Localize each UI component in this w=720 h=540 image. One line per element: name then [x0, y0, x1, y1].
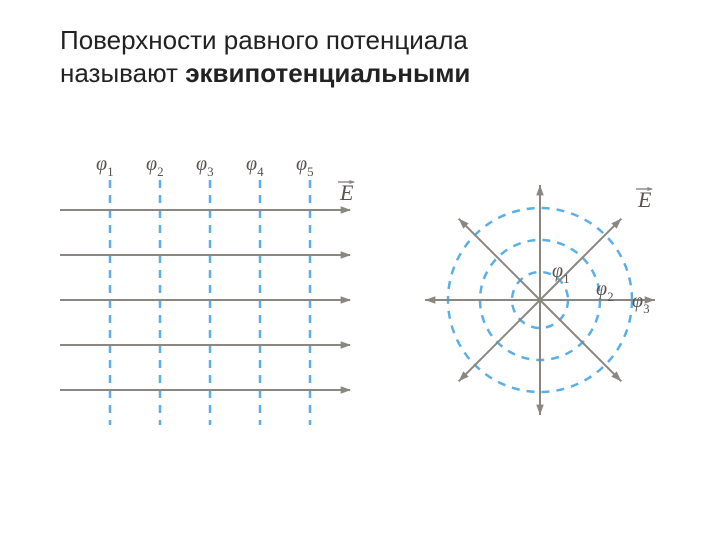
title-line2-plain: называют [60, 58, 185, 88]
phi-label: φ3 [632, 290, 650, 316]
title-line1: Поверхности равного потенциала [60, 25, 468, 55]
center-point [538, 298, 542, 302]
uniform-field-diagram: φ1 φ2 φ3 φ4 φ5 E [50, 150, 370, 450]
page-title: Поверхности равного потенциала называют … [60, 24, 470, 89]
uniform-field-svg: φ1 φ2 φ3 φ4 φ5 E [50, 150, 370, 450]
field-line-radial [459, 300, 540, 381]
phi-label: φ1 [96, 153, 114, 179]
radial-field-svg: φ1φ2φ3E [400, 155, 700, 455]
phi-label: φ3 [196, 153, 214, 179]
e-vector-label: E [339, 180, 354, 205]
title-line2-bold: эквипотенциальными [185, 58, 470, 88]
field-line-radial [540, 300, 621, 381]
phi-label: φ5 [296, 153, 314, 179]
field-line-radial [459, 219, 540, 300]
radial-field-diagram: φ1φ2φ3E [400, 155, 700, 455]
phi-label: φ2 [146, 153, 164, 179]
e-vector-label: E [637, 187, 652, 212]
phi-label: φ4 [246, 153, 264, 179]
